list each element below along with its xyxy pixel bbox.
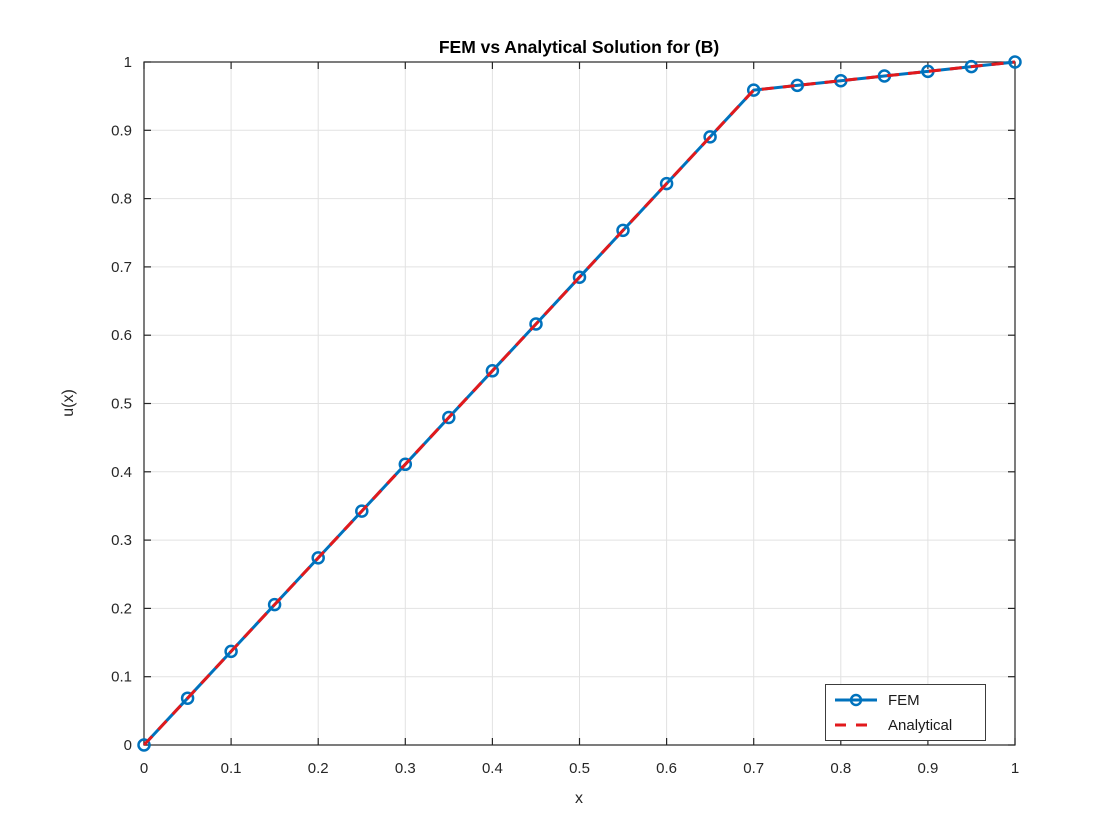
analytical-line (142, 60, 1016, 747)
legend-label-analytical: Analytical (888, 716, 953, 734)
legend-entry-analytical: Analytical (833, 713, 979, 737)
fem-marker (616, 223, 630, 238)
x-tick-label: 0.4 (482, 760, 503, 777)
y-tick-label: 0.4 (111, 464, 132, 481)
y-tick-label: 0.2 (111, 600, 132, 617)
fem-marker (311, 551, 325, 565)
fem-marker (529, 317, 543, 331)
y-tick-labels: 0 0.1 0.2 0.3 0.4 0.5 0.6 0.7 0.8 0.9 1 (111, 54, 132, 754)
grid-lines (143, 61, 1016, 746)
chart-title: FEM vs Analytical Solution for (B) (439, 37, 719, 57)
fem-marker (267, 597, 282, 612)
fem-marker (703, 130, 717, 144)
fem-marker (180, 691, 195, 705)
x-axis-label: x (575, 790, 583, 807)
fem-marker (355, 504, 369, 518)
y-tick-label: 0.5 (111, 396, 132, 413)
legend: FEM Analytical (825, 684, 986, 741)
x-tick-label: 0.9 (917, 760, 938, 777)
x-tick-label: 0.5 (569, 760, 590, 777)
x-tick-label: 0.2 (308, 760, 329, 777)
legend-entry-fem: FEM (833, 688, 979, 712)
y-tick-label: 0 (124, 737, 132, 754)
y-tick-label: 0.9 (111, 122, 132, 139)
x-tick-labels: 0 0.1 0.2 0.3 0.4 0.5 0.6 0.7 0.8 0.9 1 (140, 760, 1019, 777)
y-tick-label: 0.1 (111, 669, 132, 686)
y-tick-label: 1 (124, 54, 132, 71)
y-axis-label: u(x) (60, 389, 77, 417)
fem-marker (659, 176, 674, 191)
series-analytical (142, 60, 1016, 747)
x-tick-label: 0.3 (395, 760, 416, 777)
x-tick-label: 0.6 (656, 760, 677, 777)
fem-marker (442, 410, 456, 425)
fem-marker (224, 644, 238, 659)
y-tick-label: 0.3 (111, 532, 132, 549)
fem-marker (746, 83, 761, 97)
y-tick-label: 0.8 (111, 191, 132, 208)
x-tick-label: 0 (140, 760, 148, 777)
fem-marker (398, 457, 413, 472)
fem-marker (137, 738, 151, 752)
y-tick-label: 0.7 (111, 259, 132, 276)
x-tick-label: 0.8 (830, 760, 851, 777)
x-tick-label: 1 (1011, 760, 1019, 777)
fem-line-sample-icon (835, 693, 877, 707)
y-tick-label: 0.6 (111, 327, 132, 344)
fem-marker (572, 270, 587, 284)
fem-marker (1008, 55, 1022, 69)
fem-marker (485, 364, 500, 378)
x-tick-label: 0.7 (743, 760, 764, 777)
analytical-line-sample-icon (835, 723, 877, 727)
x-tick-label: 0.1 (221, 760, 242, 777)
legend-label-fem: FEM (888, 691, 920, 709)
tick-marks (143, 61, 1016, 746)
